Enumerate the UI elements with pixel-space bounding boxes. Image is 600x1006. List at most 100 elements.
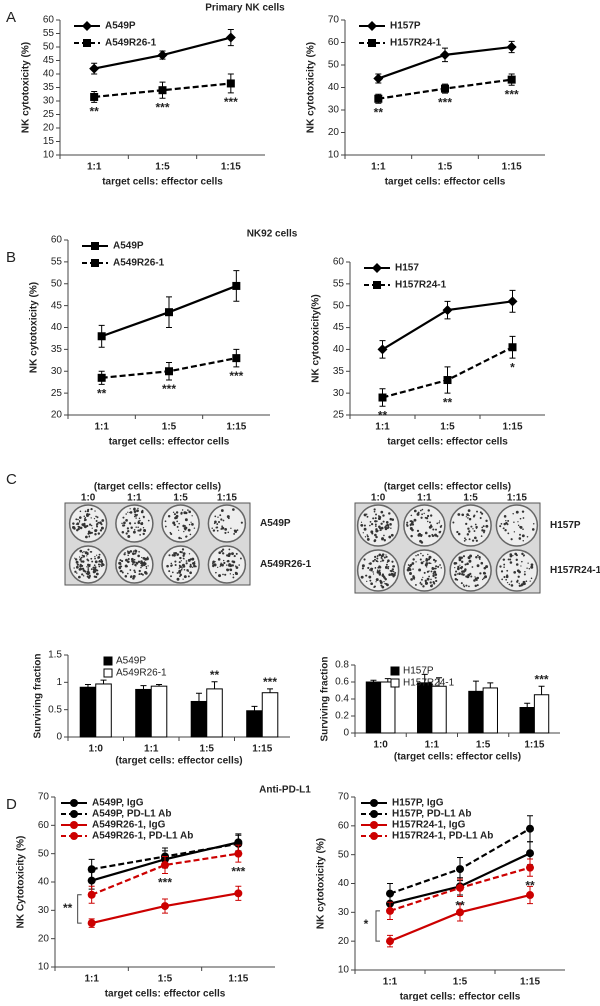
colony (380, 560, 382, 563)
colony (373, 508, 376, 511)
colony (382, 514, 385, 517)
colony (138, 569, 141, 573)
y-tick-label: 30 (338, 907, 350, 918)
colony (228, 548, 231, 551)
colony (94, 566, 97, 569)
significance: *** (158, 876, 172, 890)
y-tick-label: 55 (51, 257, 63, 268)
colony (426, 514, 430, 518)
colony (440, 567, 442, 569)
colony (482, 577, 485, 580)
colony (96, 569, 98, 572)
colony (229, 573, 232, 575)
colony (182, 552, 186, 555)
x-tick-label: 1:15 (221, 162, 241, 173)
colony (503, 522, 506, 526)
colony (94, 510, 96, 512)
colony (226, 560, 229, 563)
colony (454, 578, 458, 581)
colony (474, 576, 476, 578)
y-tick-label: 10 (43, 150, 55, 161)
colony (375, 535, 378, 539)
colony (479, 572, 482, 575)
x-tick-label: 1:1 (425, 740, 440, 751)
marker (89, 63, 100, 74)
colony (390, 527, 392, 529)
colony (141, 556, 143, 559)
colony (136, 509, 139, 513)
colony (88, 564, 91, 568)
x-tick-label: 1:1 (144, 744, 159, 755)
marker (87, 890, 96, 899)
colony (383, 581, 385, 583)
colony (380, 554, 384, 558)
colony (424, 579, 427, 582)
colony (410, 534, 413, 538)
significance: ** (374, 105, 384, 119)
colony (216, 529, 219, 532)
colony (521, 583, 524, 586)
colony (374, 523, 377, 526)
colony (393, 574, 396, 576)
colony (385, 565, 388, 569)
colony (215, 571, 217, 574)
x-axis-label: target cells: effector cells (387, 437, 508, 448)
colony (93, 518, 96, 520)
colony (164, 525, 167, 528)
legend-label: A549P (105, 21, 136, 32)
colony (77, 527, 80, 531)
colony (185, 535, 188, 538)
colony (81, 567, 85, 570)
colony (191, 515, 193, 517)
colony (476, 554, 479, 557)
colony (139, 530, 141, 532)
marker (440, 49, 450, 60)
colony (515, 510, 519, 514)
colony (409, 524, 412, 527)
colony (375, 560, 378, 562)
colony (373, 539, 376, 543)
y-tick-label: 25 (43, 109, 55, 120)
y-tick-label: 40 (328, 82, 340, 93)
legend-label: H157 (395, 263, 419, 274)
colony (212, 565, 215, 568)
colony (391, 568, 395, 571)
marker (368, 39, 376, 47)
colony (468, 559, 472, 563)
bar (150, 685, 168, 738)
marker (158, 86, 167, 95)
y-tick-label: 0 (343, 728, 349, 739)
colony (522, 539, 524, 542)
colony (432, 574, 435, 577)
colony (87, 559, 90, 562)
x-tick-label: 1:1 (375, 422, 390, 433)
colony (471, 539, 475, 542)
y-tick-label: 20 (338, 936, 350, 947)
colony (499, 565, 502, 568)
colony (178, 522, 180, 525)
colony (460, 582, 463, 585)
y-tick-label: 10 (338, 965, 350, 976)
colony (457, 567, 460, 571)
colony (528, 568, 531, 570)
y-tick-label: 60 (43, 15, 55, 26)
colony (85, 535, 88, 539)
colony (182, 549, 184, 551)
y-tick-label: 45 (43, 55, 55, 66)
colony (382, 559, 385, 562)
colony (501, 578, 504, 581)
colony (78, 525, 81, 529)
colony (102, 563, 105, 567)
legend-label: H157R24-1, PD-L1 Ab (392, 831, 493, 842)
colony (438, 520, 441, 522)
y-tick-label: 30 (38, 905, 50, 916)
colony (191, 566, 194, 568)
colony (376, 571, 379, 574)
colony (78, 556, 81, 558)
y-tick-label: 70 (38, 792, 50, 803)
colony (502, 527, 505, 530)
colony (515, 554, 518, 557)
colony (140, 560, 143, 563)
colony (98, 559, 101, 562)
